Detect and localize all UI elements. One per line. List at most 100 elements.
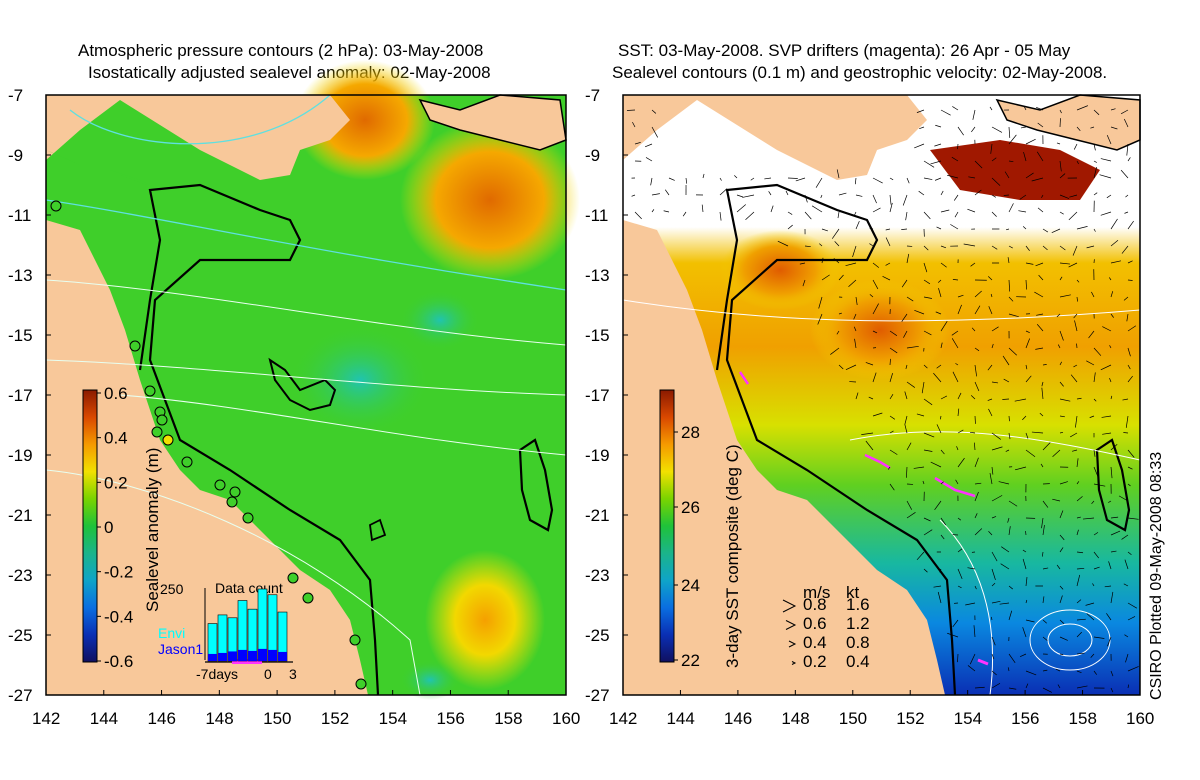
velocity-arrow <box>991 568 996 581</box>
velocity-arrow <box>889 394 894 400</box>
right-lat-tick-label: -9 <box>585 146 600 165</box>
velocity-arrow <box>952 279 959 281</box>
left-lat-tick-label: -21 <box>8 506 33 525</box>
velocity-arrow <box>1059 432 1064 434</box>
velocity-arrow <box>889 373 893 383</box>
velocity-arrow <box>750 177 755 181</box>
velocity-arrow <box>988 306 993 315</box>
velocity-arrow <box>1127 551 1132 556</box>
velocity-arrow <box>1109 377 1112 383</box>
velocity-arrow <box>1092 583 1095 587</box>
velocity-arrow <box>1076 529 1079 536</box>
velocity-arrow <box>1040 463 1044 468</box>
left-reef-outline <box>268 357 337 412</box>
legend-unit-ms: m/s <box>803 583 830 602</box>
velocity-arrow <box>1127 466 1133 470</box>
velocity-arrow <box>989 472 993 485</box>
left-island-newcaledonia <box>518 438 554 532</box>
velocity-arrow <box>817 313 823 325</box>
velocity-arrow <box>974 482 982 485</box>
velocity-arrow <box>889 483 895 491</box>
velocity-arrow <box>967 567 976 570</box>
velocity-arrow <box>869 227 874 230</box>
velocity-arrow <box>634 142 641 145</box>
velocity-arrow <box>970 262 976 267</box>
velocity-arrow <box>1086 360 1095 366</box>
velocity-arrow <box>1127 279 1133 281</box>
velocity-arrow <box>1093 143 1096 151</box>
velocity-arrow <box>1031 177 1044 182</box>
velocity-arrow <box>815 177 823 188</box>
velocity-arrow <box>1025 245 1030 251</box>
right-velocity-arrows <box>626 105 1139 693</box>
velocity-arrow <box>1039 412 1044 417</box>
velocity-arrow <box>855 296 858 306</box>
velocity-arrow <box>889 358 891 366</box>
right-sealevel-contour-3 <box>939 519 993 696</box>
velocity-arrow <box>1025 599 1028 604</box>
legend-kt-value: 0.4 <box>846 652 870 671</box>
velocity-arrow <box>974 491 979 502</box>
velocity-arrow <box>1102 326 1112 332</box>
velocity-arrow <box>974 347 980 352</box>
velocity-arrow <box>1086 245 1095 249</box>
right-lon-tick-label: 156 <box>1011 709 1039 728</box>
left-pressure-contour-5 <box>119 394 567 456</box>
velocity-arrow <box>923 160 935 168</box>
velocity-arrow <box>1059 211 1064 215</box>
right-colorbar-tick-label: 22 <box>681 651 700 670</box>
velocity-arrow <box>1093 670 1098 675</box>
velocity-arrow <box>1124 559 1129 570</box>
velocity-arrow <box>1042 636 1048 641</box>
velocity-arrow <box>1068 211 1078 221</box>
velocity-arrow <box>719 177 722 181</box>
velocity-arrow <box>1076 296 1078 302</box>
velocity-arrow <box>785 190 789 196</box>
velocity-arrow <box>914 309 925 315</box>
right-drifter-track-4 <box>977 658 989 666</box>
velocity-arrow <box>1035 347 1044 350</box>
velocity-arrow <box>1124 634 1129 638</box>
velocity-arrow <box>940 449 945 455</box>
velocity-arrow <box>820 194 823 199</box>
velocity-arrow <box>1110 443 1118 451</box>
velocity-arrow <box>991 466 994 475</box>
velocity-arrow <box>923 568 928 573</box>
velocity-arrow <box>668 177 675 181</box>
velocity-arrow <box>1126 313 1129 322</box>
velocity-arrow <box>906 177 910 184</box>
left-lon-tick-label: 158 <box>494 709 522 728</box>
velocity-arrow <box>845 262 857 266</box>
velocity-arrow <box>1110 260 1122 264</box>
velocity-arrow <box>991 157 997 162</box>
left-land-png <box>46 95 350 180</box>
velocity-arrow <box>1000 563 1010 570</box>
velocity-arrow <box>963 243 976 247</box>
velocity-arrow <box>957 517 962 521</box>
velocity-arrow <box>940 517 946 526</box>
velocity-arrow <box>916 551 925 561</box>
velocity-arrow <box>930 461 942 468</box>
velocity-arrow <box>913 466 925 469</box>
velocity-arrow <box>855 221 860 230</box>
velocity-arrow <box>854 177 857 185</box>
velocity-arrow <box>787 177 798 179</box>
data-count-inset: Data count 250 Envi Jason1 -7days 0 3 <box>158 580 297 682</box>
velocity-arrow <box>1059 636 1068 641</box>
velocity-arrow <box>1127 684 1130 689</box>
velocity-arrow <box>923 262 928 273</box>
velocity-arrow <box>956 446 959 451</box>
velocity-arrow <box>651 109 657 114</box>
velocity-arrow <box>787 224 793 230</box>
right-colorbar-tick-label: 24 <box>681 576 700 595</box>
velocity-arrow <box>998 481 1010 485</box>
velocity-arrow <box>1059 653 1064 656</box>
right-lon-tick-label: 146 <box>724 709 752 728</box>
velocity-arrow <box>1123 296 1129 301</box>
velocity-arrow <box>1110 516 1119 519</box>
velocity-arrow <box>872 194 877 204</box>
velocity-arrow <box>821 257 824 264</box>
velocity-arrow <box>974 442 976 451</box>
velocity-arrow <box>804 211 812 220</box>
velocity-arrow <box>1008 134 1017 145</box>
